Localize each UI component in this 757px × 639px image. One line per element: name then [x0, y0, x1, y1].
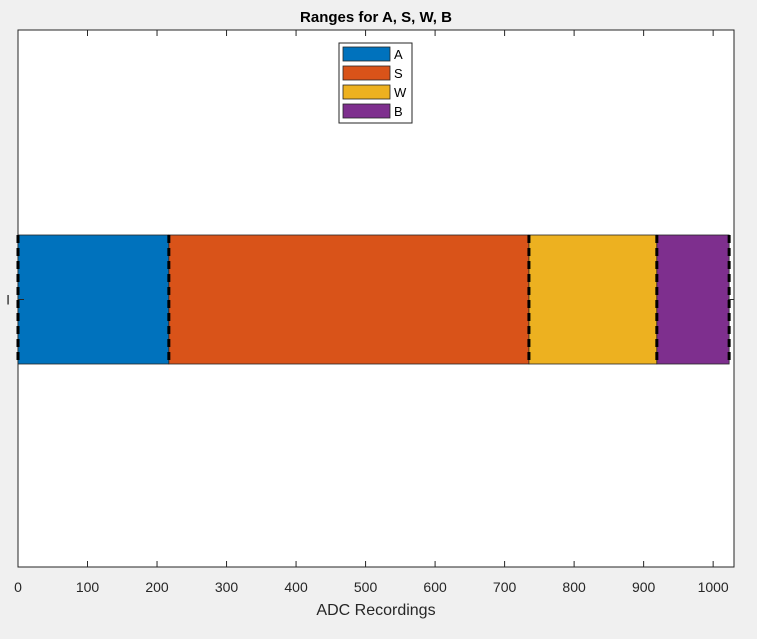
legend-swatch-a: [342, 46, 391, 62]
x-tick-label-0: 0: [14, 579, 22, 595]
x-tick-label-4: 400: [284, 579, 308, 595]
legend-label-b: B: [394, 104, 403, 119]
x-tick-label-10: 1000: [698, 579, 729, 595]
chart-title: Ranges for A, S, W, B: [300, 9, 452, 26]
x-tick-label-1: 100: [76, 579, 100, 595]
legend-label-a: A: [394, 47, 403, 62]
x-tick-label-7: 700: [493, 579, 517, 595]
x-tick-label-3: 300: [215, 579, 239, 595]
y-axis-ticks-group: I: [6, 292, 734, 308]
legend-label-w: W: [394, 85, 407, 100]
legend-swatch-w: [342, 84, 391, 100]
legend-swatch-b: [342, 103, 391, 119]
x-tick-label-2: 200: [145, 579, 169, 595]
x-tick-label-9: 900: [632, 579, 656, 595]
x-tick-label-8: 800: [562, 579, 586, 595]
legend-swatch-s: [342, 65, 391, 81]
x-tick-label-6: 600: [423, 579, 447, 595]
bars-group: [17, 234, 730, 365]
bar-segment-b: [656, 234, 730, 365]
legend-label-s: S: [394, 66, 403, 81]
bar-segment-a: [17, 234, 170, 365]
y-tick-label-0: I: [6, 292, 10, 308]
bar-segment-s: [168, 234, 530, 365]
x-axis-ticks-group: 0 100 200 300 400 500 600 700 800 900 1000: [14, 30, 729, 595]
boundary-lines-group: [16, 235, 731, 364]
x-tick-label-5: 500: [354, 579, 378, 595]
bar-segment-w: [528, 234, 658, 365]
x-axis-label: ADC Recordings: [316, 602, 435, 619]
